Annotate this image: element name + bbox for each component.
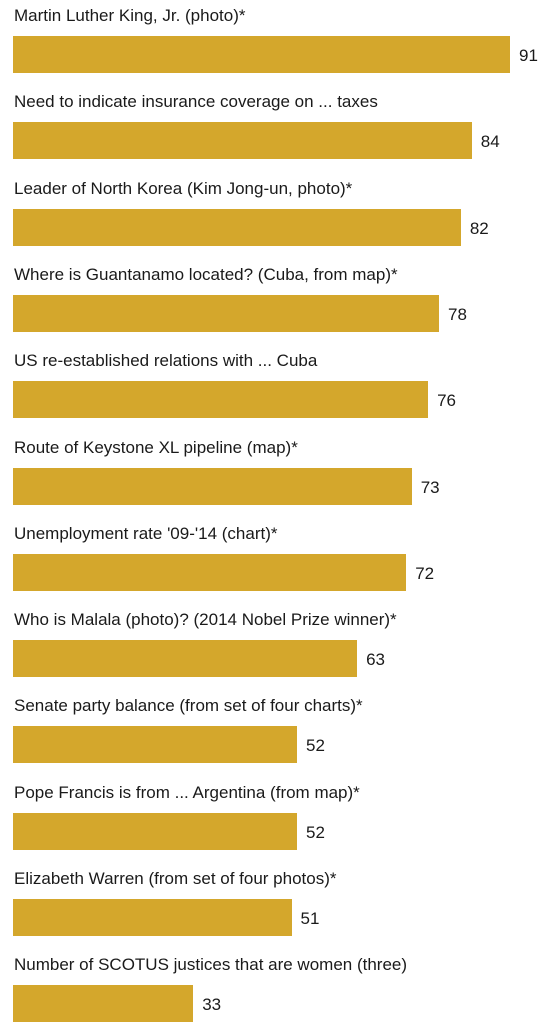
value-label: 73 [420,477,440,497]
category-label: Leader of North Korea (Kim Jong-un, phot… [14,178,353,198]
category-label: Where is Guantanamo located? (Cuba, from… [14,264,398,284]
bar-row: Leader of North Korea (Kim Jong-un, phot… [0,173,559,259]
value-label: 51 [300,909,320,928]
value-label: 82 [469,218,489,238]
category-label: Senate party balance (from set of four c… [14,696,363,716]
bar [13,294,439,332]
bar [13,726,297,764]
bar [13,640,358,678]
bar [13,467,412,505]
value-label: 52 [306,822,325,842]
category-label: Unemployment rate '09-'14 (chart)* [14,523,278,543]
category-label: Need to indicate insurance coverage on .… [14,92,378,112]
category-label: US re-established relations with ... Cub… [14,351,318,371]
bar-row: Route of Keystone XL pipeline (map)* 73 [0,432,559,518]
bar [13,812,297,850]
bar-row: Martin Luther King, Jr. (photo)* 91 [0,0,559,86]
bar [13,122,472,160]
category-label: Route of Keystone XL pipeline (map)* [14,437,298,457]
bar-row: Need to indicate insurance coverage on .… [0,86,559,172]
bar-row: Where is Guantanamo located? (Cuba, from… [0,259,559,345]
value-label: 78 [448,304,467,324]
value-label: 84 [480,132,500,152]
bar-row: Unemployment rate '09-'14 (chart)* 72 [0,518,559,604]
bar [13,208,461,246]
bar-row: US re-established relations with ... Cub… [0,345,559,431]
value-label: 72 [415,563,435,583]
bar [13,985,194,1023]
bar-row: Who is Malala (photo)? (2014 Nobel Prize… [0,604,559,690]
value-label: 76 [437,391,456,411]
bar-row: Elizabeth Warren (from set of four photo… [0,863,559,949]
value-label: 63 [366,650,385,670]
bar-row: Number of SCOTUS justices that are women… [0,949,559,1035]
bar [13,899,292,936]
category-label: Who is Malala (photo)? (2014 Nobel Prize… [14,610,397,630]
value-label: 33 [202,995,222,1015]
bar [13,553,407,591]
category-label: Martin Luther King, Jr. (photo)* [14,6,246,25]
bar [13,381,429,419]
bar-row: Pope Francis is from ... Argentina (from… [0,777,559,863]
value-label: 52 [306,736,325,756]
category-label: Number of SCOTUS justices that are women… [14,955,408,975]
bar-row: Senate party balance (from set of four c… [0,690,559,776]
category-label: Pope Francis is from ... Argentina (from… [14,782,360,802]
bar [13,36,510,73]
category-label: Elizabeth Warren (from set of four photo… [14,869,337,888]
value-label: 91 [519,46,538,65]
